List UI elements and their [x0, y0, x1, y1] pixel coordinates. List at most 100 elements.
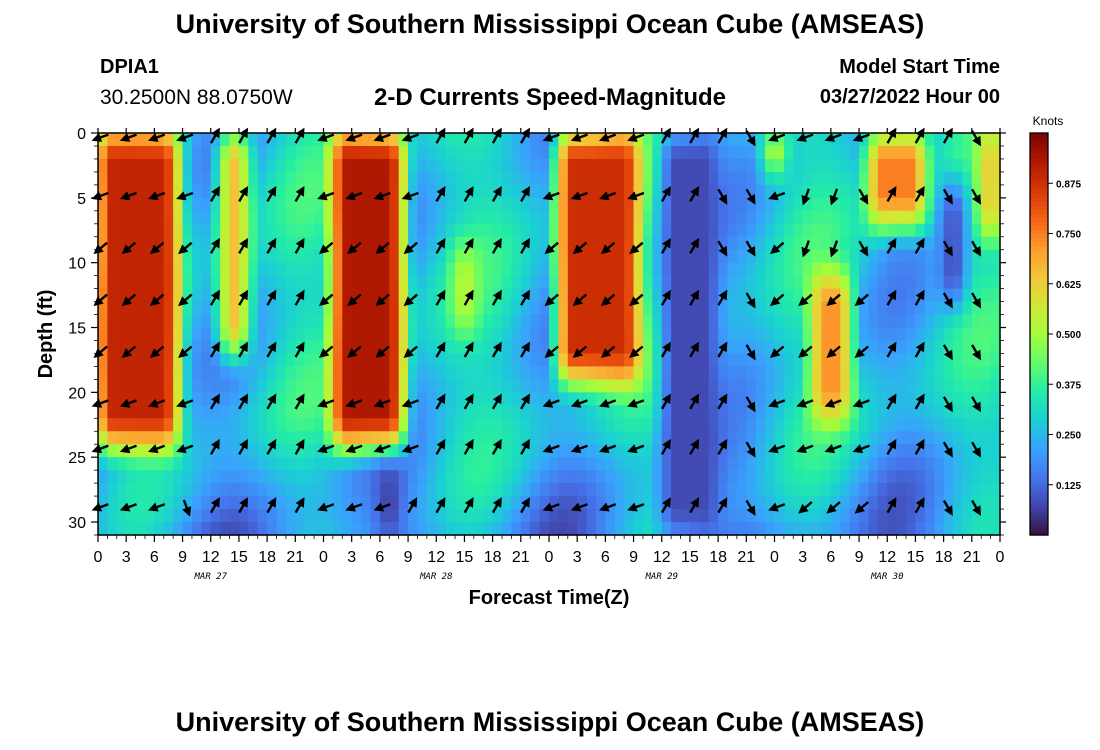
heatmap-cell	[859, 340, 870, 355]
heatmap-cell	[840, 133, 851, 147]
heatmap-cell	[370, 314, 381, 329]
heatmap-cell	[483, 275, 494, 290]
heatmap-cell	[351, 197, 362, 212]
heatmap-cell	[238, 249, 249, 264]
heatmap-cell	[793, 509, 804, 523]
current-vector	[520, 438, 531, 455]
heatmap-cell	[962, 210, 973, 225]
heatmap-cell	[285, 327, 296, 342]
heatmap-cell	[408, 288, 419, 303]
heatmap-cell	[314, 210, 325, 225]
heatmap-cell	[624, 340, 635, 355]
heatmap-cell	[718, 418, 729, 432]
current-vector	[520, 185, 531, 203]
current-vector	[598, 398, 617, 408]
heatmap-cell	[426, 509, 437, 523]
heatmap-cell	[849, 366, 860, 380]
current-vector	[491, 438, 502, 455]
colorbar-segment	[1030, 269, 1048, 275]
heatmap-cell	[755, 249, 766, 264]
colorbar-segment	[1030, 309, 1048, 315]
heatmap-cell	[351, 133, 362, 147]
heatmap-cell	[558, 275, 569, 290]
heatmap-cell	[314, 457, 325, 471]
heatmap-cell	[248, 262, 259, 277]
heatmap-cell	[370, 483, 381, 497]
heatmap-cell	[652, 340, 663, 355]
heatmap-cell	[502, 301, 513, 316]
heatmap-cell	[595, 405, 606, 419]
heatmap-cell	[436, 379, 447, 393]
heatmap-cell	[530, 184, 541, 199]
heatmap-cell	[276, 171, 287, 186]
heatmap-cell	[558, 158, 569, 173]
heatmap-cell	[642, 444, 653, 458]
heatmap-cell	[483, 223, 494, 238]
heatmap-cell	[906, 171, 917, 186]
heatmap-cell	[962, 249, 973, 264]
heatmap-cell	[483, 483, 494, 497]
heatmap-cell	[342, 223, 353, 238]
heatmap-cell	[191, 236, 202, 251]
heatmap-cell	[464, 444, 475, 458]
heatmap-cell	[473, 418, 484, 432]
heatmap-cell	[295, 249, 306, 264]
heatmap-cell	[765, 470, 776, 484]
heatmap-cell	[426, 457, 437, 471]
heatmap-cell	[144, 457, 155, 471]
heatmap-cell	[257, 418, 268, 432]
heatmap-cell	[361, 444, 372, 458]
heatmap-cell	[614, 353, 625, 368]
heatmap-cell	[887, 133, 898, 147]
heatmap-cell	[464, 158, 475, 173]
heatmap-cell	[530, 145, 541, 160]
heatmap-cell	[727, 275, 738, 290]
heatmap-cell	[859, 145, 870, 160]
heatmap-cell	[267, 379, 278, 393]
heatmap-cell	[248, 418, 259, 432]
heatmap-cell	[323, 236, 334, 251]
heatmap-cell	[680, 133, 691, 147]
heatmap-cell	[661, 457, 672, 471]
heatmap-cell	[98, 483, 108, 497]
heatmap-cell	[981, 197, 992, 212]
heatmap-cell	[238, 171, 249, 186]
heatmap-cell	[530, 133, 541, 147]
heatmap-cell	[830, 262, 841, 277]
current-vector	[942, 240, 953, 257]
heatmap-cell	[849, 327, 860, 342]
heatmap-cell	[953, 327, 964, 342]
heatmap-cell	[445, 444, 456, 458]
heatmap-cell	[154, 184, 165, 199]
heatmap-cell	[624, 483, 635, 497]
heatmap-cell	[370, 158, 381, 173]
heatmap-cell	[417, 353, 428, 368]
heatmap-cell	[906, 262, 917, 277]
heatmap-cell	[840, 470, 851, 484]
heatmap-cell	[887, 262, 898, 277]
heatmap-cell	[154, 470, 165, 484]
heatmap-cell	[154, 444, 165, 458]
heatmap-cell	[953, 405, 964, 419]
current-vector	[209, 237, 220, 254]
heatmap-cell	[633, 418, 644, 432]
current-vector	[745, 188, 756, 205]
heatmap-cell	[821, 405, 832, 419]
heatmap-cell	[652, 444, 663, 458]
heatmap-cell	[389, 314, 400, 329]
heatmap-cell	[859, 470, 870, 484]
heatmap-cell	[530, 457, 541, 471]
heatmap-cell	[408, 262, 419, 277]
heatmap-cell	[736, 418, 747, 432]
colorbar-segment	[1030, 402, 1048, 407]
heatmap-cell	[98, 275, 108, 290]
current-vector	[914, 237, 925, 254]
heatmap-cell	[154, 301, 165, 316]
heatmap-cell	[549, 483, 559, 497]
heatmap-cell	[642, 496, 653, 510]
heatmap-cell	[455, 444, 466, 458]
current-vector	[121, 345, 137, 358]
heatmap-cell	[906, 405, 917, 419]
heatmap-cell	[304, 145, 315, 160]
heatmap-cell	[708, 496, 719, 510]
